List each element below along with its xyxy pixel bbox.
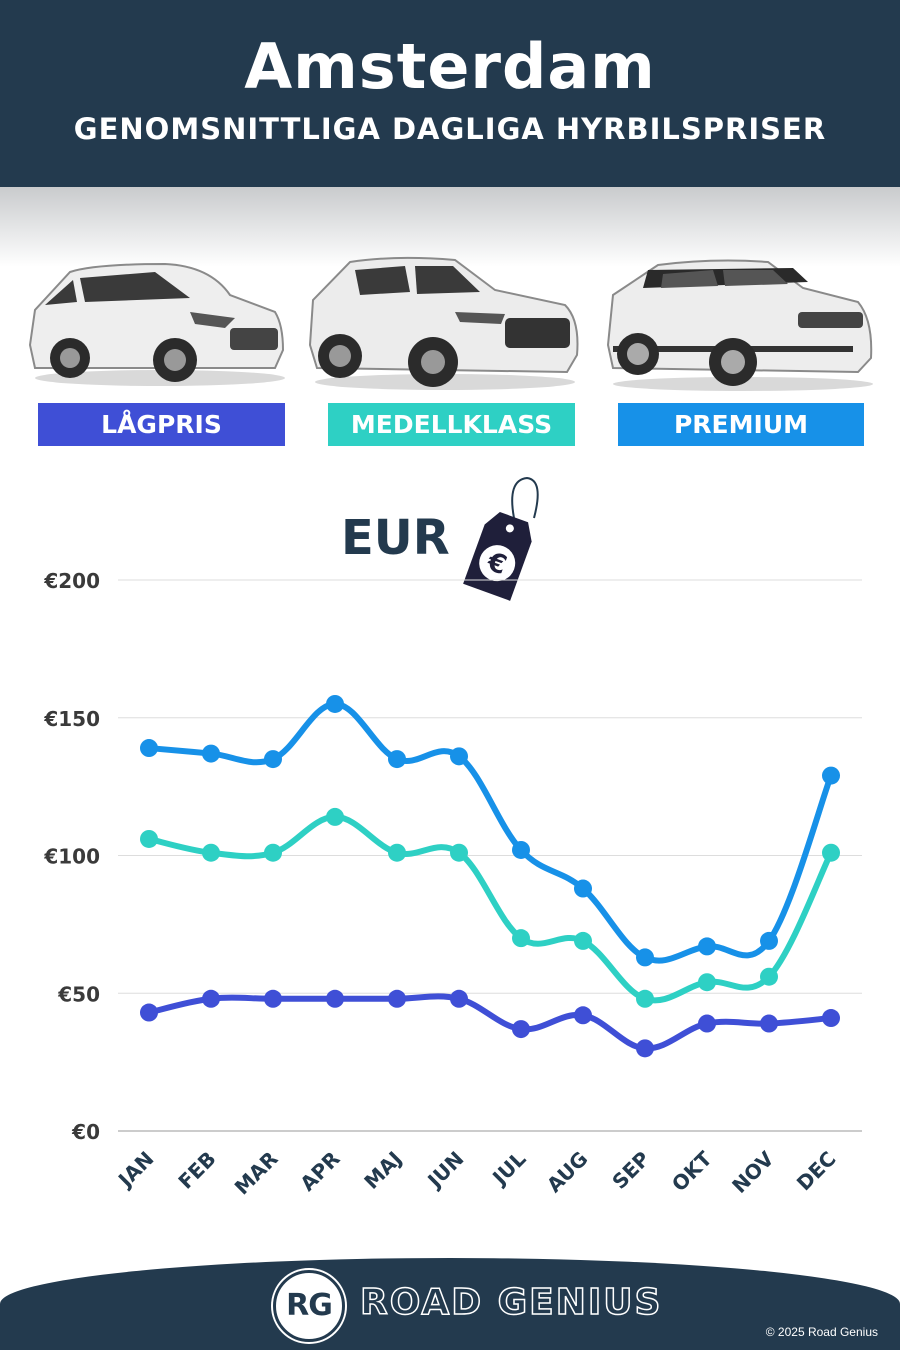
data-point-lgpris xyxy=(202,989,220,1008)
x-tick-label: APR xyxy=(295,1147,344,1196)
page-title: Amsterdam xyxy=(244,30,656,103)
data-point-medellklass xyxy=(636,989,654,1008)
data-point-medellklass xyxy=(202,843,220,862)
copyright-text: © 2025 Road Genius xyxy=(765,1325,878,1339)
x-tick-label: SEP xyxy=(607,1147,654,1194)
x-tick-label: MAJ xyxy=(359,1147,406,1194)
data-point-medellklass xyxy=(450,843,468,862)
series-line-medellklass xyxy=(146,813,834,1004)
data-point-medellklass xyxy=(574,931,592,950)
luxury-suv-car-icon xyxy=(606,259,873,391)
series-line-premium xyxy=(146,700,834,964)
x-tick-label: MAR xyxy=(230,1147,283,1200)
x-tick-label: JUN xyxy=(422,1147,469,1194)
y-tick-label: €0 xyxy=(71,1120,100,1144)
data-point-lgpris xyxy=(264,989,282,1008)
data-point-premium xyxy=(760,931,778,950)
data-point-premium xyxy=(326,694,344,713)
category-label-lagpris: LÅGPRIS xyxy=(38,403,285,446)
x-tick-label: DEC xyxy=(792,1147,841,1196)
brand-name: ROAD GENIUS xyxy=(359,1281,663,1324)
data-point-lgpris xyxy=(698,1014,716,1033)
x-tick-label: FEB xyxy=(173,1147,220,1194)
data-point-premium xyxy=(202,744,220,763)
category-label-premium: PREMIUM xyxy=(618,403,864,446)
data-point-premium xyxy=(512,840,530,859)
data-point-premium xyxy=(388,750,406,769)
data-point-lgpris xyxy=(760,1014,778,1033)
data-point-medellklass xyxy=(264,843,282,862)
data-point-premium xyxy=(698,937,716,956)
data-point-lgpris xyxy=(636,1039,654,1058)
data-point-premium xyxy=(636,948,654,967)
hatchback-car-icon xyxy=(28,262,285,386)
y-tick-label: €150 xyxy=(43,707,100,731)
category-label-medellklass: MEDELLKLASS xyxy=(328,403,575,446)
y-tick-label: €100 xyxy=(43,845,100,869)
data-point-premium xyxy=(574,879,592,898)
x-tick-label: JAN xyxy=(112,1147,158,1193)
x-tick-label: AUG xyxy=(542,1147,593,1198)
data-point-medellklass xyxy=(822,843,840,862)
data-point-lgpris xyxy=(574,1006,592,1025)
x-tick-label: JUL xyxy=(486,1146,530,1190)
data-point-medellklass xyxy=(760,967,778,986)
data-point-premium xyxy=(450,747,468,766)
data-point-lgpris xyxy=(822,1009,840,1028)
data-point-medellklass xyxy=(326,807,344,826)
price-line-chart: €200 €150 €100 €50 €0 JAN FEB MAR APR MAJ JUN JUL AU… xyxy=(43,569,862,1200)
data-point-lgpris xyxy=(450,989,468,1008)
currency-label: EUR xyxy=(341,510,450,566)
data-point-lgpris xyxy=(140,1003,158,1022)
y-tick-label: €50 xyxy=(57,982,100,1006)
suv-car-icon xyxy=(308,256,579,390)
series-line-lgpris xyxy=(146,993,834,1052)
header-shadow xyxy=(0,187,900,267)
data-point-lgpris xyxy=(512,1020,530,1039)
data-point-medellklass xyxy=(140,829,158,848)
x-tick-label: NOV xyxy=(727,1146,779,1198)
road-genius-logo: RG xyxy=(273,1270,345,1342)
data-point-medellklass xyxy=(698,973,716,992)
data-point-medellklass xyxy=(512,929,530,948)
data-point-lgpris xyxy=(388,989,406,1008)
data-point-premium xyxy=(264,750,282,769)
euro-price-tag-icon: € xyxy=(463,476,539,601)
header-banner: Amsterdam GENOMSNITTLIGA DAGLIGA HYRBILS… xyxy=(0,0,900,187)
footer-banner xyxy=(0,1258,900,1350)
x-tick-label: OKT xyxy=(667,1146,717,1196)
data-point-premium xyxy=(822,766,840,785)
y-tick-label: €200 xyxy=(43,569,100,593)
page-subtitle: GENOMSNITTLIGA DAGLIGA HYRBILSPRISER xyxy=(73,112,827,146)
data-point-premium xyxy=(140,739,158,758)
data-point-medellklass xyxy=(388,843,406,862)
data-point-lgpris xyxy=(326,989,344,1008)
